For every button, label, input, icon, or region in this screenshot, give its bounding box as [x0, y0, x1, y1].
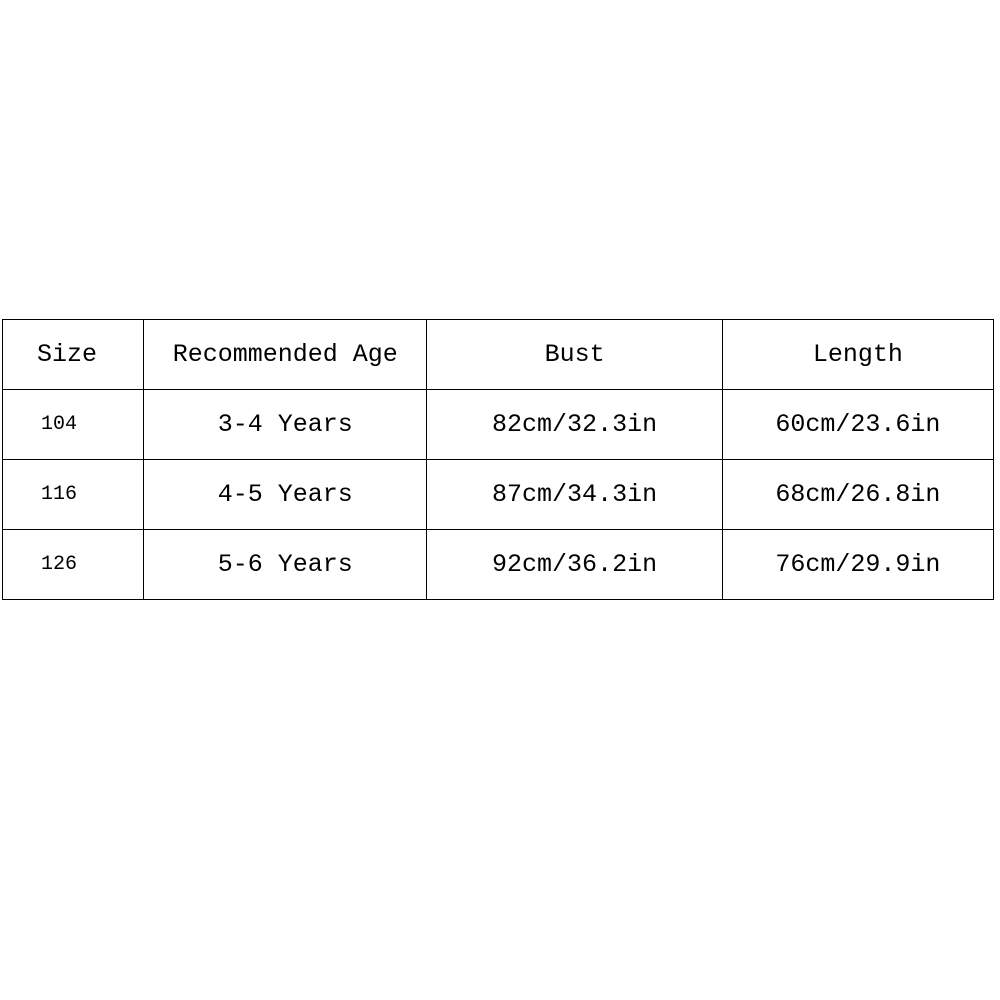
cell-age: 4-5 Years — [143, 459, 428, 530]
cell-bust: 82cm/32.3in — [426, 389, 723, 460]
cell-length: 68cm/26.8in — [721, 459, 995, 530]
size-chart-table: Size Recommended Age Bust Length 104 3-4… — [1, 319, 995, 600]
header-size: Size — [1, 319, 145, 390]
table-row: 104 3-4 Years 82cm/32.3in 60cm/23.6in — [1, 389, 995, 460]
cell-length: 60cm/23.6in — [721, 389, 995, 460]
cell-length: 76cm/29.9in — [721, 529, 995, 600]
header-row: Size Recommended Age Bust Length — [1, 319, 995, 390]
cell-age: 5-6 Years — [143, 529, 428, 600]
cell-age: 3-4 Years — [143, 389, 428, 460]
header-length: Length — [721, 319, 995, 390]
cell-size: 116 — [1, 459, 145, 530]
cell-size: 126 — [1, 529, 145, 600]
cell-size: 104 — [1, 389, 145, 460]
table-row: 126 5-6 Years 92cm/36.2in 76cm/29.9in — [1, 529, 995, 600]
header-bust: Bust — [426, 319, 723, 390]
header-recommended-age: Recommended Age — [143, 319, 428, 390]
cell-bust: 92cm/36.2in — [426, 529, 723, 600]
cell-bust: 87cm/34.3in — [426, 459, 723, 530]
table-row: 116 4-5 Years 87cm/34.3in 68cm/26.8in — [1, 459, 995, 530]
